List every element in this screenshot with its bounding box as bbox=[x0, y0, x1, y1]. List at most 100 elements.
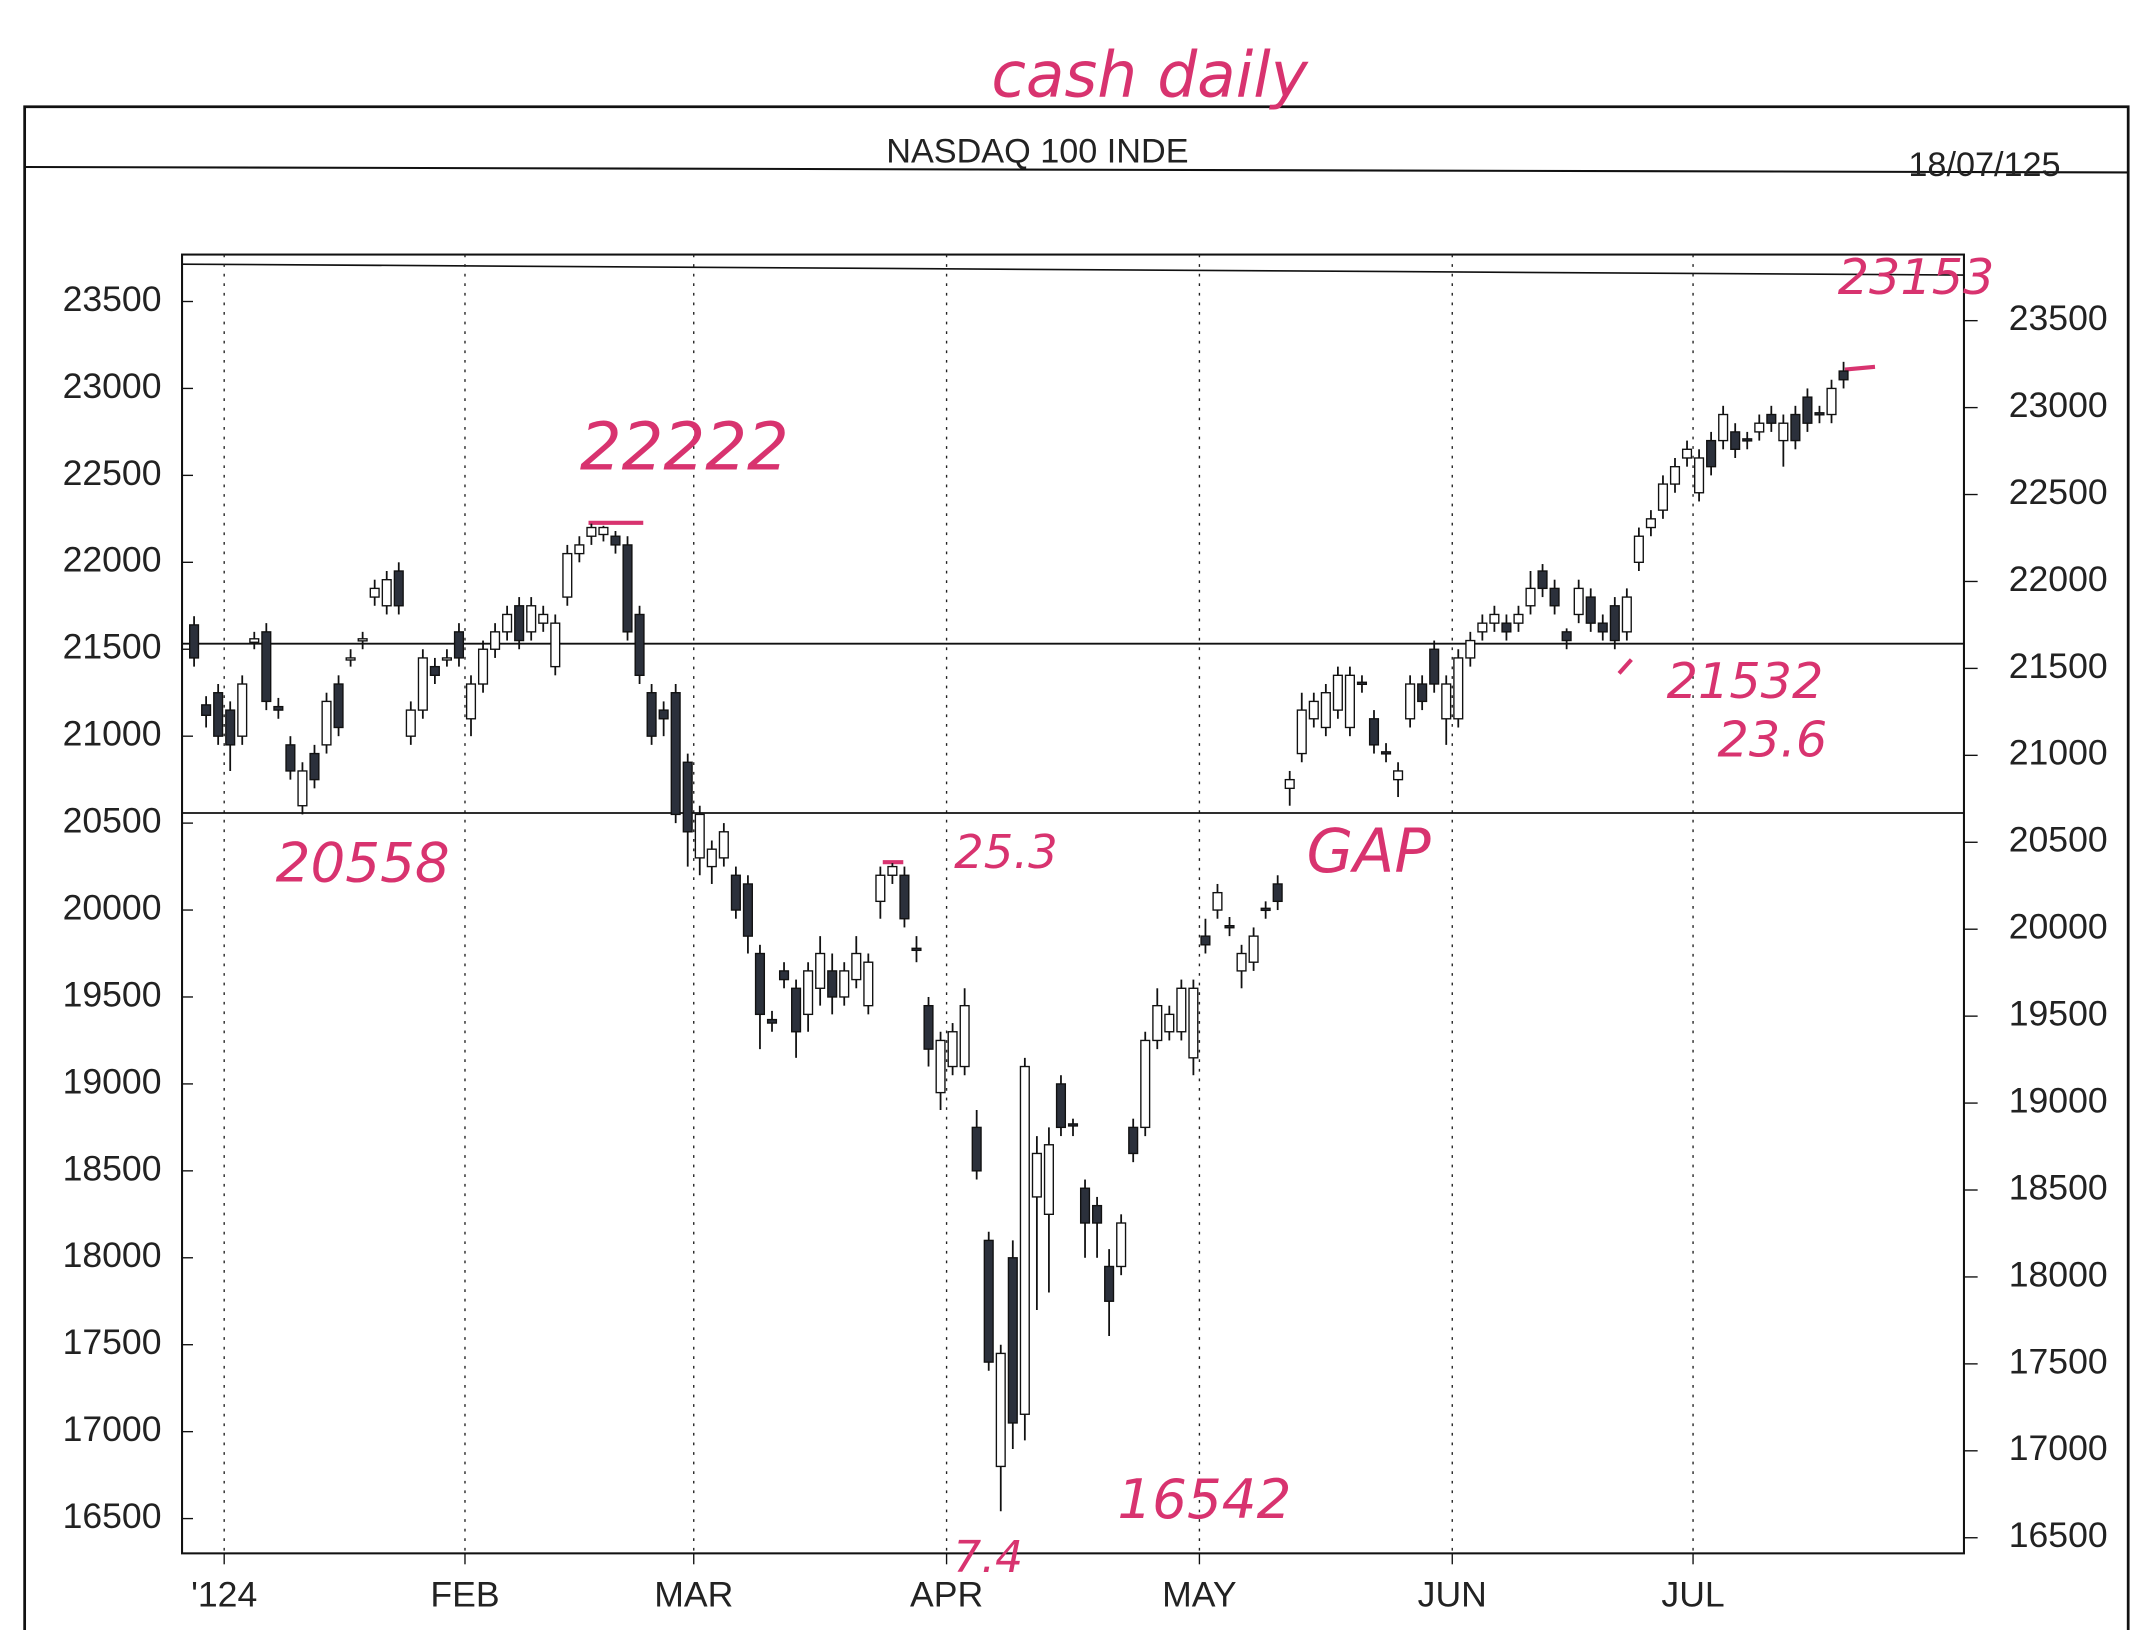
candle-body bbox=[1200, 935, 1211, 946]
x-tick-label: FEB bbox=[430, 1575, 499, 1615]
candle-body bbox=[1380, 751, 1392, 755]
candle-body bbox=[369, 587, 380, 598]
candle-body bbox=[778, 970, 790, 981]
candle-body bbox=[1453, 657, 1464, 720]
candle-body bbox=[189, 624, 200, 659]
candle-body bbox=[706, 848, 717, 868]
candle-body bbox=[622, 544, 633, 633]
y2-tick-label: 17000 bbox=[2009, 1428, 2108, 1468]
candle-body bbox=[1766, 413, 1777, 424]
candle-body bbox=[935, 1039, 946, 1094]
candle-body bbox=[538, 613, 549, 624]
y2-tick-label: 21000 bbox=[2009, 733, 2108, 773]
candle-body bbox=[1525, 587, 1536, 607]
y-tick-label: 22500 bbox=[63, 453, 162, 493]
candle-body bbox=[1296, 709, 1307, 755]
candle-body bbox=[875, 874, 886, 903]
frame bbox=[23, 105, 2130, 1630]
candle-body bbox=[1393, 770, 1404, 781]
y-tick-label: 22000 bbox=[63, 540, 162, 580]
candle-body bbox=[1212, 891, 1223, 911]
handwritten-note: 21532 bbox=[1667, 652, 1824, 710]
candle-body bbox=[381, 579, 392, 607]
candle-body bbox=[477, 648, 489, 685]
candle-body bbox=[694, 813, 705, 859]
candle-body bbox=[1778, 422, 1789, 442]
candle-body bbox=[1597, 622, 1608, 633]
candle-body bbox=[983, 1239, 994, 1363]
handwritten-note: 23153 bbox=[1838, 248, 1995, 306]
candle-body bbox=[682, 761, 693, 833]
y2-tick-label: 17500 bbox=[2009, 1341, 2108, 1381]
candle-body bbox=[658, 709, 669, 720]
candle-body bbox=[1790, 413, 1801, 442]
candle-body bbox=[1513, 613, 1524, 624]
candle-body bbox=[1706, 439, 1717, 468]
candle-body bbox=[1477, 622, 1488, 633]
candle-body bbox=[1308, 700, 1319, 720]
candle-body bbox=[502, 613, 513, 633]
candle-body bbox=[1681, 448, 1693, 459]
y2-tick-label: 19500 bbox=[2009, 994, 2108, 1034]
candle-body bbox=[273, 705, 284, 711]
candle-body bbox=[285, 744, 296, 772]
candle-body bbox=[309, 752, 320, 781]
candle-body bbox=[237, 683, 248, 737]
y-tick-label: 23500 bbox=[63, 279, 162, 319]
candle-body bbox=[1368, 718, 1380, 746]
candle-body bbox=[1826, 387, 1837, 416]
candle-body bbox=[1043, 1144, 1054, 1215]
x-tick-label: MAR bbox=[654, 1575, 733, 1615]
candle-body bbox=[441, 657, 452, 661]
candle-body bbox=[598, 526, 609, 536]
candle-body bbox=[959, 1004, 970, 1068]
candle-body bbox=[465, 683, 477, 720]
candle-body bbox=[1176, 987, 1187, 1033]
y2-tick-label: 23000 bbox=[2009, 385, 2108, 425]
y2-tick-label: 18000 bbox=[2009, 1254, 2108, 1294]
candle-body bbox=[791, 987, 802, 1033]
candle-body bbox=[1128, 1126, 1139, 1155]
chart-title: NASDAQ 100 INDE bbox=[886, 132, 1188, 170]
candle-body bbox=[1501, 622, 1512, 633]
y-tick-label: 18500 bbox=[63, 1148, 162, 1188]
candle-body bbox=[1067, 1123, 1079, 1127]
candle-body bbox=[634, 613, 645, 677]
y-tick-label: 20500 bbox=[63, 801, 162, 841]
candle-body bbox=[249, 638, 260, 643]
candle-body bbox=[1104, 1265, 1115, 1302]
candle-body bbox=[321, 700, 332, 746]
candle-body bbox=[1585, 596, 1596, 624]
y-tick-label: 21500 bbox=[63, 627, 162, 667]
candle-body bbox=[1356, 681, 1368, 686]
candle-body bbox=[610, 535, 621, 546]
candle-body bbox=[863, 961, 874, 1007]
candle-body bbox=[1754, 422, 1765, 433]
candle-body bbox=[429, 665, 440, 677]
candle-body bbox=[297, 770, 308, 807]
candle-body bbox=[345, 657, 356, 661]
candle-body bbox=[1633, 535, 1644, 563]
candle-body bbox=[1441, 683, 1452, 720]
chart-date: 18/07/125 bbox=[1908, 146, 2060, 184]
y2-tick-label: 22000 bbox=[2009, 559, 2108, 599]
candle-body bbox=[1489, 613, 1500, 624]
candle-body bbox=[1694, 457, 1705, 494]
candle-body bbox=[1164, 1013, 1175, 1033]
candle-body bbox=[1802, 396, 1813, 424]
candle-body bbox=[213, 692, 224, 737]
y2-tick-label: 16500 bbox=[2009, 1515, 2108, 1555]
y-tick-label: 17000 bbox=[63, 1409, 162, 1449]
y2-tick-label: 20000 bbox=[2009, 907, 2108, 947]
candle-body bbox=[670, 692, 681, 816]
candle-body bbox=[562, 552, 573, 598]
candle-body bbox=[1344, 674, 1355, 729]
candle-body bbox=[899, 874, 910, 920]
candle-body bbox=[646, 692, 657, 737]
candle-body bbox=[1224, 925, 1235, 929]
y-tick-label: 21000 bbox=[63, 714, 162, 754]
candle-body bbox=[393, 570, 404, 607]
y2-tick-label: 19000 bbox=[2009, 1080, 2108, 1120]
candle-body bbox=[574, 544, 585, 555]
